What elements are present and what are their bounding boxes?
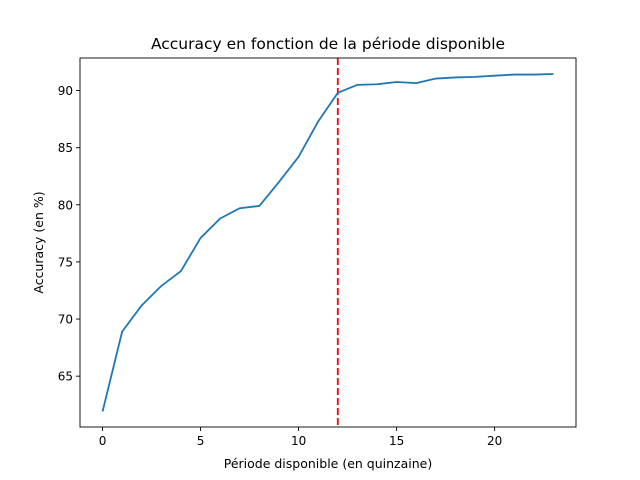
y-axis-label: Accuracy (en %) (31, 191, 46, 293)
y-tick-label: 80 (58, 198, 73, 212)
plot-frame (79, 57, 577, 428)
y-axis-ticks: 65 70 75 80 85 90 (58, 84, 80, 384)
x-tick-label: 20 (487, 434, 502, 448)
y-tick-label: 90 (58, 84, 73, 98)
x-tick-label: 0 (99, 434, 107, 448)
x-tick-label: 10 (291, 434, 306, 448)
x-axis-ticks: 0 5 10 15 20 (99, 427, 502, 448)
x-axis-label: Période disponible (en quinzaine) (224, 456, 433, 471)
y-tick-label: 85 (58, 141, 73, 155)
y-tick-label: 75 (58, 255, 73, 269)
x-tick-label: 5 (197, 434, 205, 448)
y-tick-label: 70 (58, 313, 73, 327)
chart-title: Accuracy en fonction de la période dispo… (151, 35, 505, 53)
accuracy-series-line (101, 73, 554, 412)
x-tick-label: 15 (389, 434, 404, 448)
y-tick-label: 65 (58, 370, 73, 384)
